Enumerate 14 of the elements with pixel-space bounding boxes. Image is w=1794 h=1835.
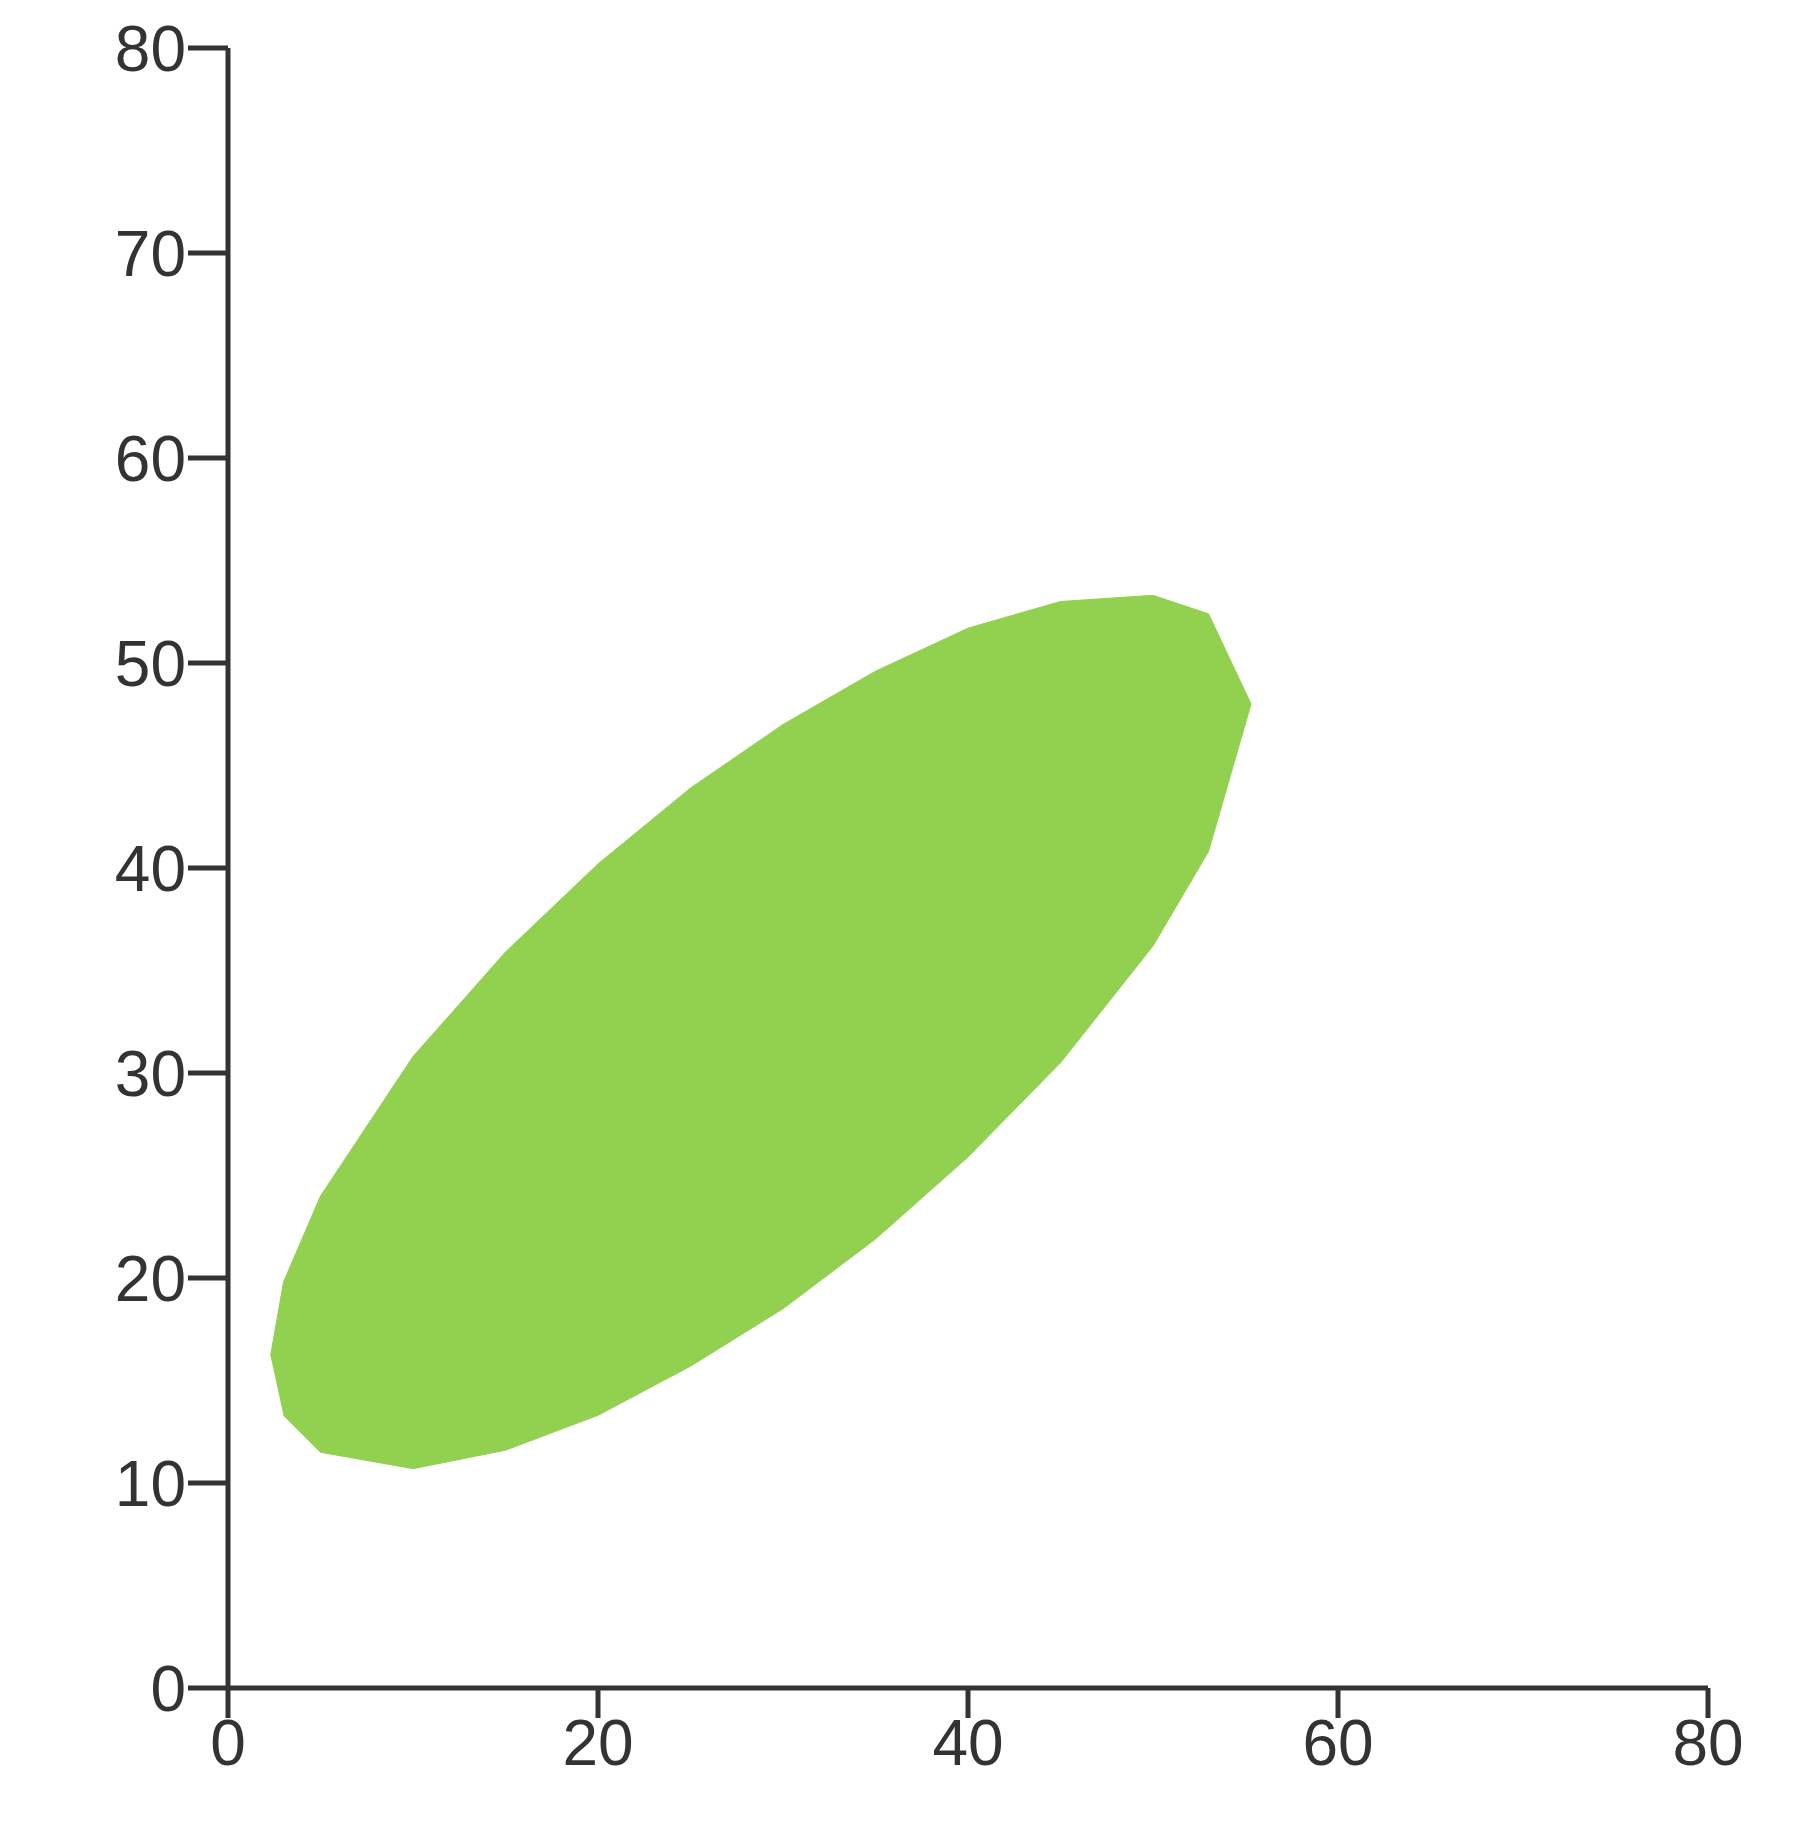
x-tick-label: 80	[1672, 1707, 1744, 1780]
y-tick-label: 0	[150, 1652, 186, 1725]
x-tick-label: 20	[562, 1707, 634, 1780]
y-tick-label: 50	[114, 627, 186, 700]
y-tick-label: 70	[114, 217, 186, 290]
x-tick-label: 60	[1302, 1707, 1374, 1780]
y-tick-label: 80	[114, 12, 186, 85]
y-tick-label: 20	[114, 1242, 186, 1315]
y-tick-label: 30	[114, 1037, 186, 1110]
y-tick-label: 60	[114, 422, 186, 495]
y-tick-label: 40	[114, 832, 186, 905]
x-tick-label: 40	[932, 1707, 1004, 1780]
y-tick-label: 10	[114, 1447, 186, 1520]
x-tick-label: 0	[210, 1707, 246, 1780]
